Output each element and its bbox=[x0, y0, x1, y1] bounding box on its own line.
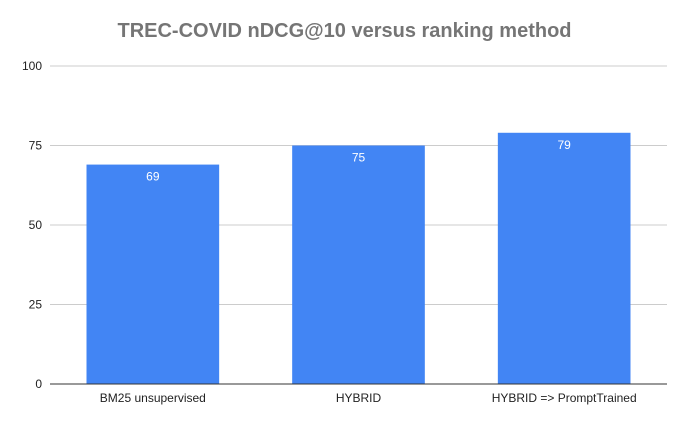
y-tick-label-100: 100 bbox=[22, 59, 42, 73]
y-tick-label-25: 25 bbox=[29, 298, 43, 312]
category-label-2: HYBRID => PromptTrained bbox=[492, 391, 637, 405]
category-label-0: BM25 unsupervised bbox=[100, 391, 206, 405]
category-label-1: HYBRID bbox=[336, 391, 382, 405]
bar-2 bbox=[497, 132, 631, 384]
y-tick-label-0: 0 bbox=[35, 377, 42, 391]
chart-title: TREC-COVID nDCG@10 versus ranking method bbox=[117, 20, 572, 42]
y-tick-label-75: 75 bbox=[29, 139, 43, 153]
bar-0 bbox=[86, 164, 220, 384]
data-label-1: 75 bbox=[352, 151, 366, 165]
data-label-2: 79 bbox=[557, 138, 571, 152]
y-tick-label-50: 50 bbox=[29, 218, 43, 232]
data-label-0: 69 bbox=[146, 170, 160, 184]
labels: 0 25 50 75 100 69 BM25 unsupervised 75 HYBRID 79 H… bbox=[22, 59, 637, 405]
bar-1 bbox=[292, 145, 425, 384]
bars bbox=[86, 132, 631, 384]
